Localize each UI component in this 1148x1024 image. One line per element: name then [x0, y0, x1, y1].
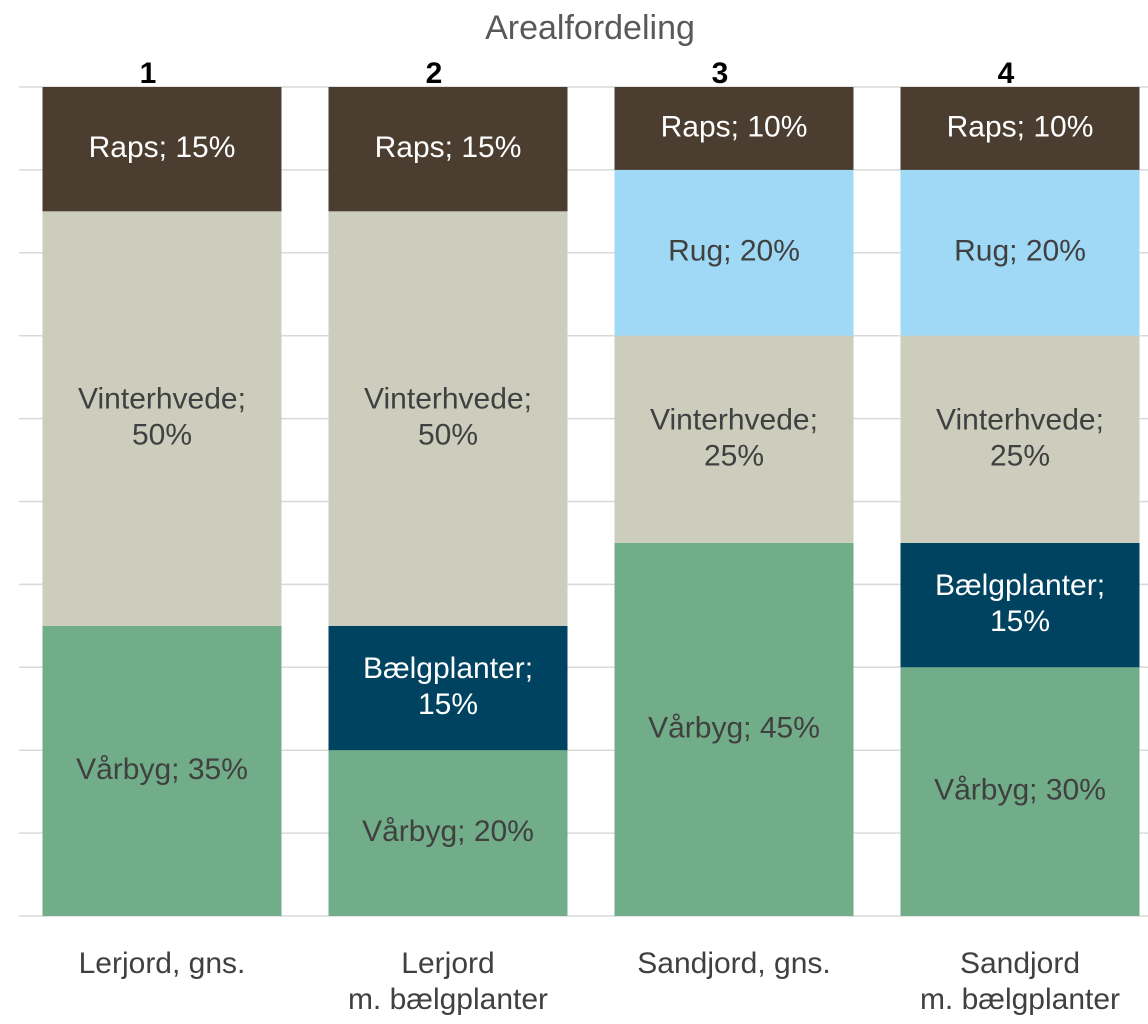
data-label: Raps; 15% — [375, 131, 522, 164]
bar-segment — [900, 335, 1140, 543]
data-label: Vårbyg; 30% — [934, 774, 1106, 807]
data-label: Vårbyg; 20% — [362, 815, 534, 848]
data-label: Vinterhvede; 25% — [650, 403, 818, 472]
bar-number: 1 — [140, 57, 157, 90]
data-label: Rug; 20% — [954, 235, 1086, 268]
bar-number: 2 — [426, 57, 443, 90]
bar-number: 3 — [712, 57, 729, 90]
bar-segment — [328, 625, 568, 751]
bar-segment — [328, 87, 568, 212]
data-label: Vinterhvede; 50% — [364, 383, 532, 452]
bar-segment — [328, 750, 568, 916]
data-label: Vårbyg; 45% — [648, 711, 820, 744]
bar-segment — [42, 87, 282, 212]
data-label: Bælgplanter; 15% — [363, 652, 533, 721]
data-label: Raps; 15% — [89, 131, 236, 164]
bar-number: 4 — [998, 57, 1015, 90]
bar-segment — [614, 87, 854, 170]
data-label: Vinterhvede; 25% — [936, 403, 1104, 472]
data-label: Vinterhvede; 50% — [78, 383, 246, 452]
bar-segment — [42, 211, 282, 626]
bar-segment — [900, 667, 1140, 916]
bar-segment — [900, 169, 1140, 336]
data-label: Raps; 10% — [661, 110, 808, 143]
bar-segment — [614, 542, 854, 916]
x-tick-label: Sandjord, gns. — [637, 947, 830, 980]
data-label: Raps; 10% — [947, 110, 1094, 143]
x-tick-label: Lerjord, gns. — [79, 947, 246, 980]
bar-segment — [900, 542, 1140, 668]
bar-segment — [328, 211, 568, 626]
chart-title: Arealfordeling — [485, 9, 695, 47]
data-label: Vårbyg; 35% — [76, 753, 248, 786]
data-label: Rug; 20% — [668, 235, 800, 268]
bar-segment — [900, 87, 1140, 170]
data-label: Bælgplanter; 15% — [935, 569, 1105, 638]
x-tick-label: Lerjord m. bælgplanter — [348, 947, 548, 1016]
bar-segment — [614, 335, 854, 543]
bar-segment — [42, 625, 282, 916]
x-tick-label: Sandjord m. bælgplanter — [920, 947, 1120, 1016]
bar-segment — [614, 169, 854, 336]
